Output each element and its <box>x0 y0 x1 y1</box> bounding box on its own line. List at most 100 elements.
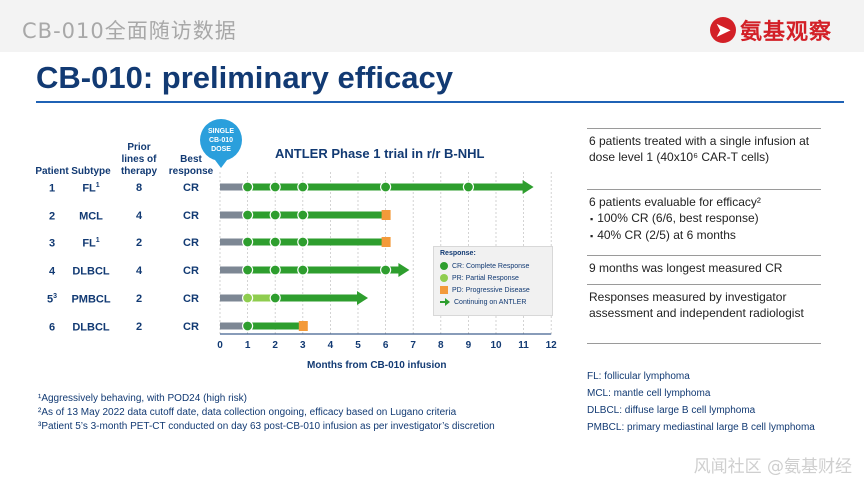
col-header-best-line: Best <box>180 154 202 165</box>
patient-subtype-text: MCL <box>79 210 103 223</box>
assessment-point <box>242 209 254 221</box>
patient-subtype: DLBCL <box>69 321 113 334</box>
x-tick-label: 7 <box>410 340 416 351</box>
brand-name: 氨基观察 <box>739 20 832 45</box>
pre-response-bar <box>220 183 248 191</box>
patient-id-text: 1 <box>48 182 56 195</box>
banner-title: CB-010全面随访数据 <box>22 19 237 43</box>
continuing-arrowhead <box>357 291 368 305</box>
summary-bullet: 40% CR (2/5) at 6 months <box>597 227 819 244</box>
slide: CB-010: preliminary efficacy Patient Sub… <box>22 52 860 450</box>
brand-logo: ➤ 氨基观察 <box>709 14 832 46</box>
summary-text: 6 patients evaluable for efficacy² <box>589 195 761 209</box>
pr-dot-icon <box>440 274 448 282</box>
patient-subtype-text: DLBCL <box>72 265 110 278</box>
x-tick-label: 2 <box>272 340 278 351</box>
abbreviation: MCL: mantle cell lymphoma <box>587 388 711 399</box>
col-header-patient: Patient <box>35 166 69 177</box>
legend-item-cr: CR: Complete Response <box>440 262 529 270</box>
x-tick-label: 5 <box>355 340 361 351</box>
patient-subtype-footnote-ref: 1 <box>95 182 100 189</box>
legend-item-pd: PD: Progressive Disease <box>440 286 530 294</box>
patient-best-response: CR <box>166 293 216 305</box>
patient-subtype: MCL <box>69 210 113 223</box>
patient-id-text: 5 <box>46 293 54 306</box>
response-bar <box>468 183 524 191</box>
response-bar <box>247 266 276 274</box>
pd-marker <box>381 210 391 220</box>
patient-prior-lines: 4 <box>116 265 162 277</box>
patient-id-text: 3 <box>48 237 56 250</box>
x-tick-label: 11 <box>518 340 529 351</box>
patient-prior-lines: 4 <box>116 210 162 222</box>
patient-prior-lines-text: 8 <box>135 182 143 194</box>
assessment-point <box>297 181 309 193</box>
col-header-prior-line: therapy <box>120 166 158 177</box>
assessment-point <box>242 292 254 304</box>
patient-id: 2 <box>32 210 72 223</box>
patient-subtype-footnote-ref: 1 <box>95 237 100 244</box>
legend-item-pr: PR: Partial Response <box>440 274 519 282</box>
legend-label: Continuing on ANTLER <box>454 298 527 306</box>
col-header-best-line: response <box>168 166 214 177</box>
patient-best-response: CR <box>166 182 216 194</box>
patient-id: 53 <box>32 293 72 306</box>
summary-bullet: 100% CR (6/6, best response) <box>597 210 819 227</box>
patient-prior-lines: 2 <box>116 237 162 249</box>
response-bar <box>247 211 276 219</box>
dose-badge-line: DOSE <box>211 145 231 153</box>
assessment-point <box>269 181 281 193</box>
patient-id: 3 <box>32 237 72 250</box>
response-bar <box>247 183 276 191</box>
pd-marker <box>298 321 308 331</box>
response-bar <box>275 211 303 219</box>
chart-title: ANTLER Phase 1 trial in r/r B-NHL <box>275 146 485 161</box>
patient-id-text: 6 <box>48 321 56 334</box>
pre-response-bar <box>220 211 248 219</box>
footnote: ¹Aggressively behaving, with POD24 (high… <box>38 393 247 404</box>
assessment-point <box>242 320 254 332</box>
summary-divider <box>587 343 821 344</box>
patient-subtype-text: PMBCL <box>71 293 111 306</box>
assessment-point <box>269 292 281 304</box>
patient-best-response: CR <box>166 237 216 249</box>
x-tick-label: 6 <box>383 340 389 351</box>
col-header-prior-line: Prior <box>127 142 151 153</box>
brand-mark-icon: ➤ <box>709 17 736 43</box>
patient-best-response-text: CR <box>183 182 199 194</box>
legend-title: Response: <box>440 250 476 257</box>
patient-id: 6 <box>32 321 72 334</box>
continuing-arrowhead <box>522 180 534 194</box>
response-bar <box>275 294 358 302</box>
assessment-point <box>242 264 254 276</box>
x-tick-label: 12 <box>546 340 558 351</box>
summary-text: 9 months was longest measured CR <box>589 261 783 275</box>
response-bar <box>275 183 303 191</box>
patient-best-response: CR <box>166 210 216 222</box>
summary-bullets: 100% CR (6/6, best response) 40% CR (2/5… <box>589 210 819 244</box>
continuing-arrow-icon <box>440 298 450 306</box>
patient-subtype: PMBCL <box>69 293 113 306</box>
response-bar <box>247 322 303 330</box>
x-axis-title: Months from CB-010 infusion <box>307 360 447 371</box>
col-header-prior: Prior lines of therapy <box>116 142 162 178</box>
cr-dot-icon <box>440 262 448 270</box>
legend-label: PD: Progressive Disease <box>452 286 530 294</box>
patient-prior-lines-text: 4 <box>135 210 143 222</box>
x-tick-label: 10 <box>490 340 502 351</box>
footnote: ³Patient 5’s 3-month PET-CT conducted on… <box>38 421 495 432</box>
assessment-point <box>242 181 254 193</box>
patient-id-text: 2 <box>48 210 56 223</box>
abbreviation: DLBCL: diffuse large B cell lymphoma <box>587 405 756 416</box>
x-tick-label: 9 <box>466 340 472 351</box>
title-divider <box>36 101 844 103</box>
pre-response-bar <box>220 238 248 246</box>
patient-prior-lines: 2 <box>116 293 162 305</box>
assessment-point <box>242 236 254 248</box>
x-tick-label: 0 <box>217 340 223 351</box>
swimmer-chart: 0 1 2 3 4 5 6 7 8 9 10 11 12 <box>217 172 558 351</box>
response-bar <box>385 266 400 274</box>
col-header-subtype: Subtype <box>71 166 111 177</box>
patient-best-response-text: CR <box>183 265 199 277</box>
slide-title: CB-010: preliminary efficacy <box>36 60 453 95</box>
